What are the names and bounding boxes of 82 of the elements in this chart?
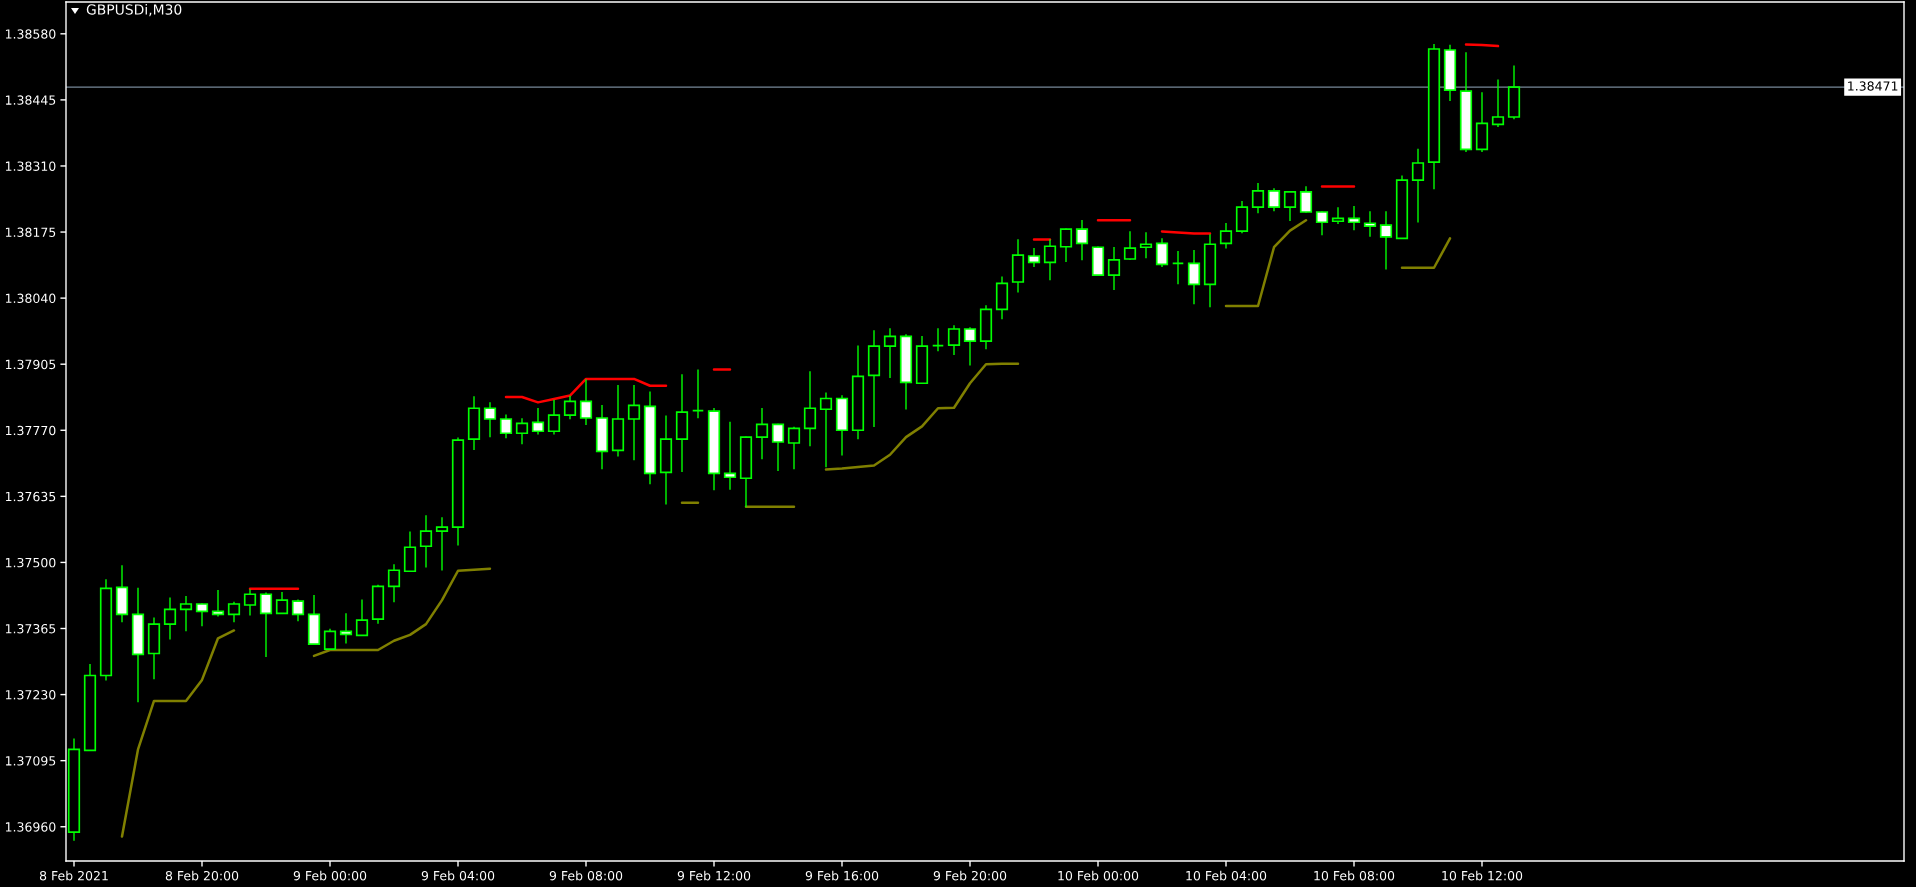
candlestick (515, 418, 529, 445)
y-tick-label: 1.37635 (5, 491, 56, 502)
chart-title: GBPUSDi,M30 (86, 4, 182, 17)
x-tick-label: 9 Feb 12:00 (677, 870, 751, 881)
candlestick (195, 603, 209, 627)
x-tick-label: 8 Feb 20:00 (165, 870, 239, 881)
candlestick (1283, 191, 1297, 221)
candlestick (291, 599, 305, 622)
candlestick (691, 369, 705, 419)
candlestick (1267, 188, 1281, 212)
x-tick-label: 10 Feb 00:00 (1058, 870, 1139, 881)
candlestick (387, 564, 401, 603)
candlestick (627, 385, 641, 461)
candlestick (179, 595, 193, 632)
candlestick (1219, 223, 1233, 249)
y-tick-label: 1.37905 (5, 359, 56, 370)
candlestick (803, 371, 817, 447)
candlestick (771, 423, 785, 472)
x-tick-label: 9 Feb 20:00 (933, 870, 1007, 881)
candlestick (323, 628, 337, 650)
candlestick (563, 395, 577, 420)
candlestick (243, 589, 257, 616)
candlestick (1491, 79, 1505, 128)
candlestick (1235, 201, 1249, 234)
candlestick (1043, 239, 1057, 281)
y-tick-label: 1.38445 (5, 95, 56, 105)
x-tick-label: 8 Feb 2021 (39, 870, 108, 881)
x-tick-label: 10 Feb 04:00 (1186, 870, 1267, 881)
candlestick (483, 402, 497, 438)
candlestick (1315, 211, 1329, 236)
y-tick-label: 1.38175 (5, 227, 56, 237)
candlestick (755, 408, 769, 460)
candlestick (947, 325, 961, 356)
candlestick (419, 515, 433, 568)
candlestick (435, 517, 449, 571)
candlestick (579, 379, 593, 426)
candlestick (819, 392, 833, 468)
candlestick (931, 328, 945, 352)
candlestick (1379, 211, 1393, 270)
y-tick-label: 1.37770 (5, 425, 56, 436)
candlestick (163, 597, 177, 640)
candlestick (1363, 211, 1377, 237)
candlestick (1299, 186, 1313, 213)
candlestick (1139, 232, 1153, 259)
candlestick (787, 426, 801, 470)
candlestick (1347, 205, 1361, 231)
candlestick (227, 601, 241, 623)
candlestick (1107, 247, 1121, 291)
x-tick-label: 9 Feb 16:00 (805, 870, 879, 881)
y-tick-label: 1.37230 (5, 690, 56, 700)
candlestick (1187, 249, 1201, 305)
candlestick (1171, 250, 1185, 285)
candlestick (531, 408, 545, 435)
y-tick-label: 1.38310 (5, 161, 56, 171)
y-tick-label: 1.38040 (5, 293, 56, 304)
candlestick (259, 592, 273, 658)
candlestick (1155, 238, 1169, 268)
y-tick-label: 1.38580 (5, 29, 56, 39)
y-tick-label: 1.37500 (5, 557, 56, 568)
candlestick (499, 414, 513, 439)
candlestick (275, 592, 289, 615)
candlestick (1251, 182, 1265, 214)
y-tick-label: 1.36960 (5, 822, 56, 832)
candlestick (963, 327, 977, 366)
candlestick (1027, 247, 1041, 268)
y-tick-label: 1.37365 (5, 623, 56, 634)
x-tick-label: 10 Feb 12:00 (1442, 870, 1523, 881)
x-tick-label: 9 Feb 08:00 (549, 870, 623, 881)
x-tick-label: 9 Feb 00:00 (293, 870, 367, 881)
candlestick (355, 599, 369, 637)
candlestick (1123, 231, 1137, 260)
candlestick (547, 399, 561, 435)
candlestick (723, 421, 737, 490)
candlestick (1059, 228, 1073, 263)
x-tick-label: 10 Feb 08:00 (1314, 870, 1395, 881)
ref-line-label: 1.38471 (1848, 81, 1898, 91)
candlestick (1411, 148, 1425, 223)
x-tick-label: 9 Feb 04:00 (421, 870, 495, 881)
candlestick (883, 328, 897, 379)
candlestick (403, 531, 417, 573)
y-tick-label: 1.37095 (5, 756, 56, 766)
candlestick (1075, 220, 1089, 261)
